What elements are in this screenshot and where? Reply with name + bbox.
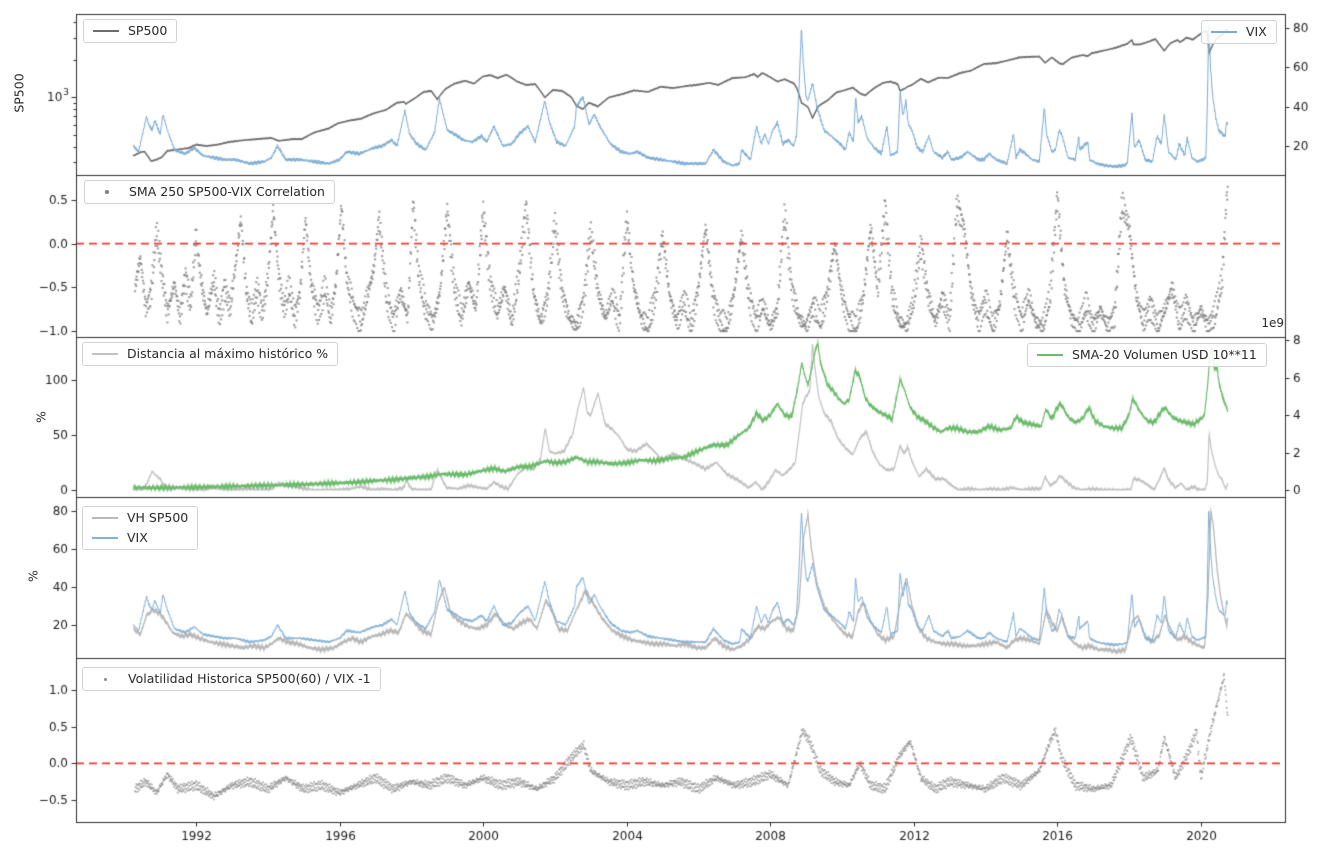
correlation-dot-swatch [105, 190, 109, 194]
volume-line-swatch [1037, 354, 1063, 356]
legend-volume: SMA-20 Volumen USD 10**11 [1027, 343, 1267, 367]
legend-row-vh: VH SP500 [92, 510, 188, 526]
legend-label-sp500: SP500 [128, 23, 168, 38]
legend-label-correlation: SMA 250 SP500-VIX Correlation [129, 184, 325, 199]
legend-label-ratio: Volatilidad Historica SP500(60) / VIX -1 [128, 671, 371, 686]
legend-drawdown: Distancia al máximo histórico % [82, 342, 339, 366]
vh-line-swatch [92, 517, 118, 519]
legend-label-vix4: VIX [127, 530, 148, 545]
volume-axis-offset-label: 1e9 [1261, 316, 1284, 330]
legend-ratio: Volatilidad Historica SP500(60) / VIX -1 [82, 667, 381, 691]
y-axis-label-sp500: SP500 [11, 73, 27, 113]
legend-vix: VIX [1201, 20, 1277, 44]
legend-label-drawdown: Distancia al máximo histórico % [127, 346, 329, 361]
legend-row-vix4: VIX [92, 530, 148, 546]
sp500-line-swatch [93, 30, 119, 32]
legend-label-volume: SMA-20 Volumen USD 10**11 [1072, 347, 1257, 362]
vix4-line-swatch [92, 537, 118, 539]
legend-sp500: SP500 [83, 19, 178, 43]
legend-label-vix: VIX [1246, 24, 1267, 39]
vix-line-swatch [1211, 31, 1237, 33]
legend-label-vh: VH SP500 [127, 510, 189, 525]
legend-correlation: SMA 250 SP500-VIX Correlation [84, 180, 335, 204]
y-axis-label-percent-vol: % [25, 570, 41, 582]
ratio-dot-swatch [104, 677, 107, 681]
drawdown-line-swatch [92, 353, 118, 355]
y-axis-label-percent-drawdown: % [33, 411, 49, 423]
legend-vh-vix: VH SP500 VIX [82, 506, 199, 550]
